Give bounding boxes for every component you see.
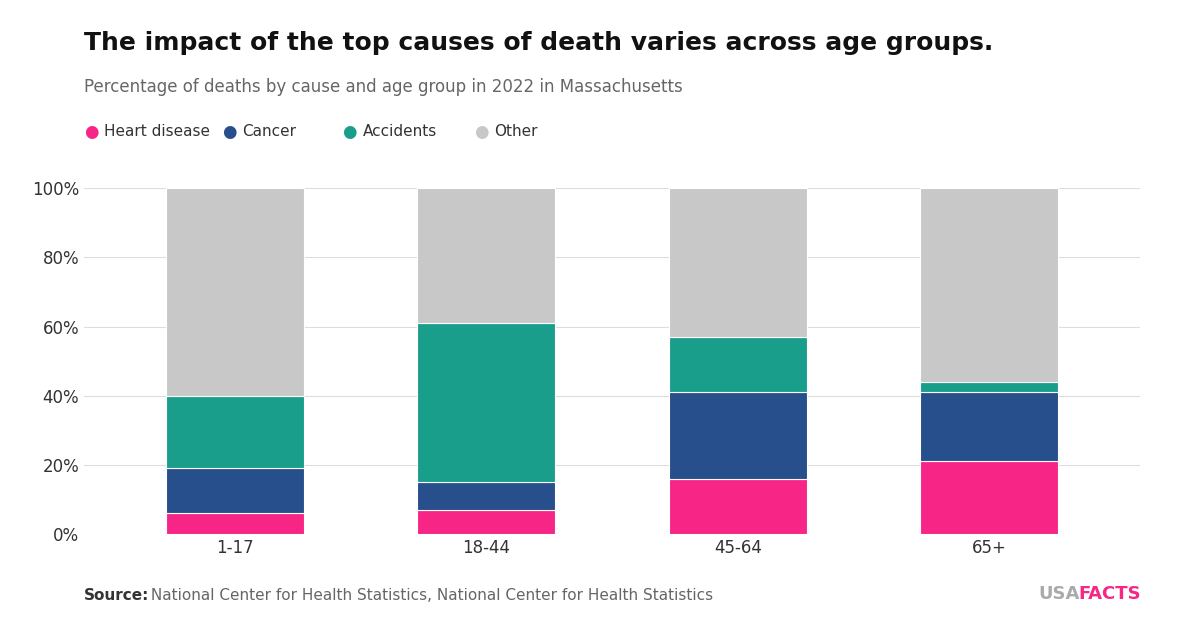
Bar <box>668 337 806 392</box>
Bar <box>668 392 806 479</box>
Text: FACTS: FACTS <box>1079 585 1141 603</box>
Bar <box>920 392 1058 461</box>
Bar <box>920 382 1058 392</box>
Text: ●: ● <box>342 123 356 141</box>
Text: ●: ● <box>84 123 98 141</box>
Text: ●: ● <box>474 123 488 141</box>
Bar <box>668 188 806 337</box>
Bar <box>166 513 304 534</box>
Text: The impact of the top causes of death varies across age groups.: The impact of the top causes of death va… <box>84 31 994 55</box>
Text: ●: ● <box>222 123 236 141</box>
Text: Other: Other <box>494 124 538 139</box>
Bar <box>418 510 556 534</box>
Bar <box>418 323 556 482</box>
Text: USA: USA <box>1038 585 1079 603</box>
Bar <box>166 188 304 396</box>
Bar <box>166 396 304 468</box>
Bar <box>166 468 304 513</box>
Text: Source:: Source: <box>84 588 149 603</box>
Bar <box>920 461 1058 534</box>
Text: Cancer: Cancer <box>242 124 296 139</box>
Bar <box>418 482 556 510</box>
Text: Accidents: Accidents <box>362 124 437 139</box>
Text: National Center for Health Statistics, National Center for Health Statistics: National Center for Health Statistics, N… <box>146 588 714 603</box>
Bar <box>668 479 806 534</box>
Text: Percentage of deaths by cause and age group in 2022 in Massachusetts: Percentage of deaths by cause and age gr… <box>84 78 683 97</box>
Bar <box>418 188 556 323</box>
Bar <box>920 188 1058 382</box>
Text: Heart disease: Heart disease <box>104 124 210 139</box>
